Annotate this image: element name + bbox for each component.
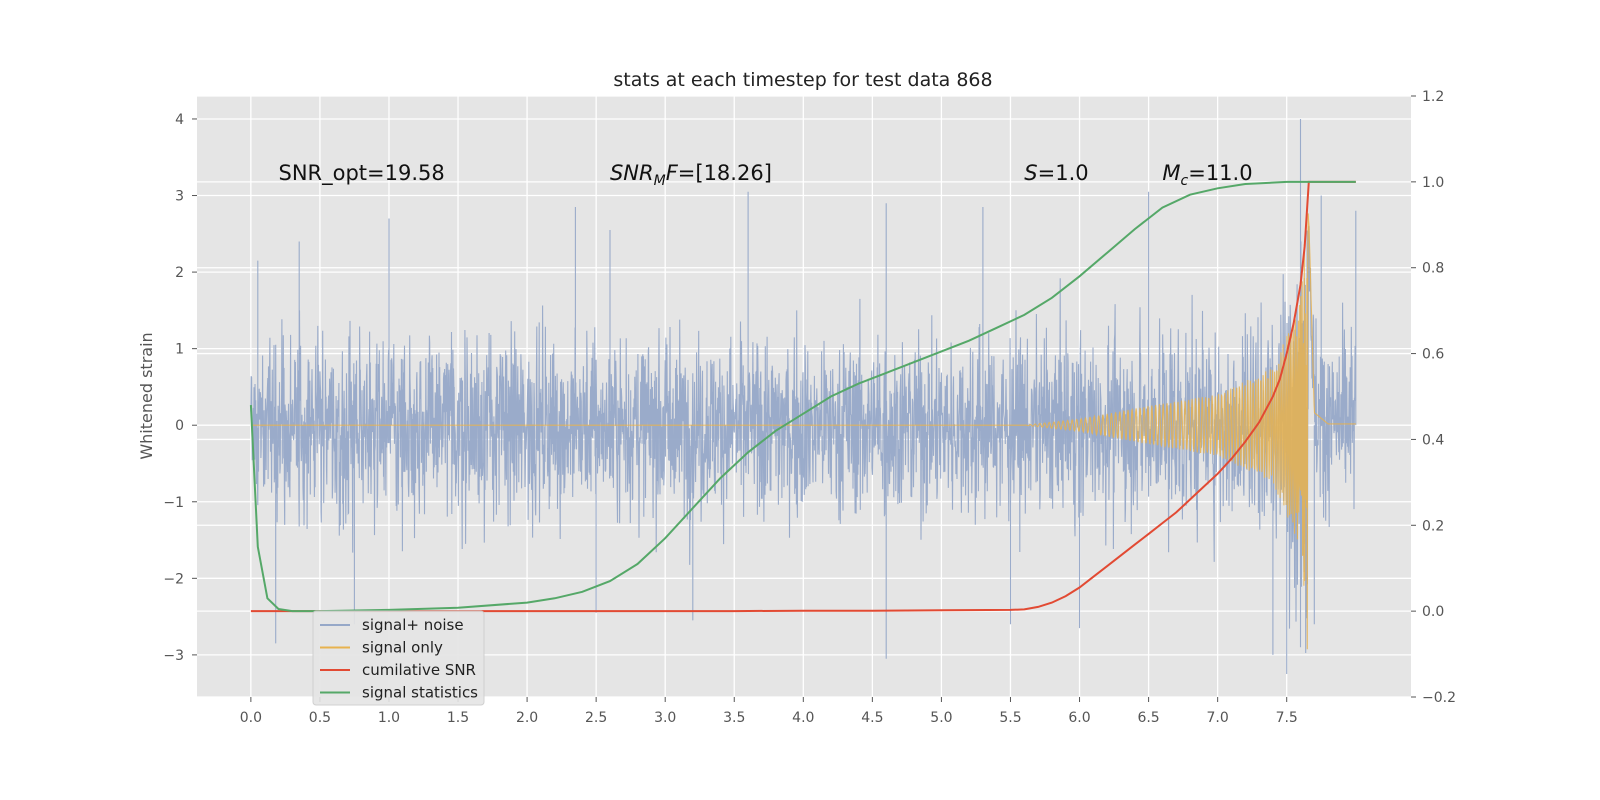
x-axis: 0.0 0.5 1.0 1.5 2.0 2.5 3.0 3.5 4.0 4.5 5.0 5.5 6.0 6…: [240, 697, 1298, 726]
x-tick-label: 2.0: [516, 710, 538, 726]
legend-label: signal+ noise: [362, 616, 464, 634]
y2-tick-label: 0.6: [1422, 347, 1444, 363]
legend-label: cumilative SNR: [362, 661, 476, 679]
x-tick-label: 3.0: [654, 710, 676, 726]
y-tick-label: −3: [163, 648, 184, 664]
y2-tick-label: −0.2: [1422, 690, 1456, 706]
annotation-snr-mf: SNRMF=[18.26]: [610, 161, 772, 189]
chart-title: stats at each timestep for test data 868: [613, 69, 992, 91]
x-tick-label: 3.5: [723, 710, 745, 726]
annotation-s-val: S=1.0: [1024, 161, 1088, 185]
series-signal-only: [250, 213, 1356, 650]
legend-box: [312, 610, 485, 706]
y2-tick-label: 0.0: [1422, 604, 1444, 620]
x-tick-label: 5.5: [999, 710, 1021, 726]
y-axis-right: −0.2 0.0 0.2 0.4 0.6 0.8 1.0 1.2: [1411, 89, 1456, 706]
x-tick-label: 5.0: [930, 710, 952, 726]
x-tick-label: 4.5: [861, 710, 883, 726]
x-tick-label: 0.5: [309, 710, 331, 726]
y-axis-label: Whitened strain: [137, 332, 156, 459]
y-tick-label: 3: [175, 189, 184, 205]
legend: signal+ noise signal only cumilative SNR si…: [312, 610, 485, 706]
y2-tick-label: 1.0: [1422, 175, 1444, 191]
y2-tick-label: 0.4: [1422, 432, 1444, 448]
annotation-mc-val: Mc=11.0: [1162, 161, 1252, 189]
y-tick-label: −1: [163, 495, 184, 511]
legend-label: signal only: [362, 639, 443, 657]
y2-tick-label: 1.2: [1422, 89, 1444, 105]
y2-tick-label: 0.2: [1422, 518, 1444, 534]
y-tick-label: −2: [163, 571, 184, 587]
x-tick-label: 1.5: [447, 710, 469, 726]
y-tick-label: 1: [175, 342, 184, 358]
x-tick-label: 2.5: [585, 710, 607, 726]
y-axis-left: −3 −2 −1 0 1 2 3 4: [163, 112, 197, 664]
series-cumilative-snr: [250, 180, 1356, 613]
y-tick-label: 4: [175, 112, 184, 128]
annotations: SNR_opt=19.58 SNRMF=[18.26] S=1.0 Mc=11.0: [278, 161, 1252, 189]
x-tick-label: 4.0: [792, 710, 814, 726]
x-tick-label: 1.0: [378, 710, 400, 726]
y-tick-label: 2: [175, 265, 184, 281]
x-tick-label: 6.0: [1068, 710, 1090, 726]
x-tick-label: 7.5: [1276, 710, 1298, 726]
y2-tick-label: 0.8: [1422, 261, 1444, 277]
y-tick-label: 0: [175, 418, 184, 434]
series-signal-noise: [250, 119, 1357, 674]
x-tick-label: 6.5: [1137, 710, 1159, 726]
legend-label: signal statistics: [362, 684, 478, 702]
x-tick-label: 7.0: [1207, 710, 1229, 726]
series-signal-statistics: [249, 180, 1356, 613]
series-layer: [249, 119, 1357, 674]
x-tick-label: 0.0: [240, 710, 262, 726]
annotation-snr-opt: SNR_opt=19.58: [278, 161, 444, 186]
